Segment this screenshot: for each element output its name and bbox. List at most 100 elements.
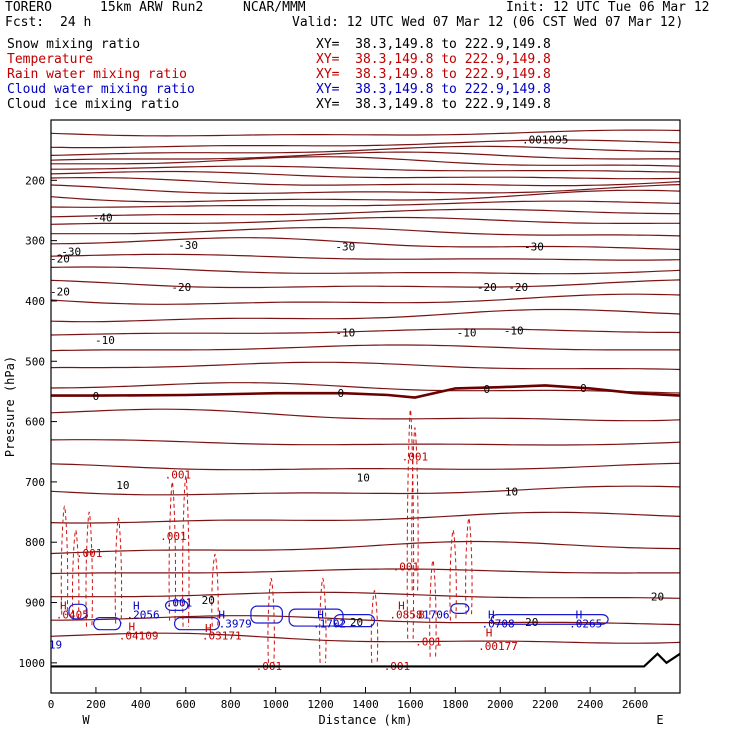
y-tick-label: 700	[25, 476, 45, 489]
isotherm-label: 20	[202, 594, 215, 607]
x-tick-label: 1600	[397, 698, 424, 711]
isotherm-label: -20	[508, 281, 528, 294]
x-tick-label: 1200	[307, 698, 334, 711]
contour-value-label: .0265	[569, 618, 602, 631]
terrain-line	[51, 652, 681, 668]
contour-value-label: H	[205, 622, 212, 635]
contour-value-label: .0858	[389, 609, 422, 622]
contour-value-label: .001095	[522, 133, 568, 146]
isotherm-label: 10	[116, 479, 129, 492]
contour-value-label: .0405	[56, 609, 89, 622]
isotherm-label: 10	[357, 472, 370, 485]
rain-contour	[449, 529, 457, 621]
isotherm-label: 0	[580, 382, 587, 395]
contour-value-label: .04109	[119, 630, 159, 643]
cloud-water-contour	[164, 600, 189, 611]
isotherm-line	[50, 462, 681, 471]
contour-value-label: H	[218, 609, 225, 622]
contour-value-label: .001	[415, 636, 442, 649]
isotherm-line	[50, 266, 681, 275]
x-tick-label: 600	[176, 698, 196, 711]
contour-value-label: H	[60, 600, 67, 613]
isotherm-line	[50, 408, 681, 422]
isotherm-label: -20	[477, 281, 497, 294]
contour-labels: -40-30-30 -30 -30-20-20 -20 -20 -20-10-10 -10-…	[49, 133, 664, 673]
legend-temperature-xy: XY= 38.3,149.8 to 222.9,149.8	[316, 52, 551, 67]
rain-contour	[85, 511, 93, 627]
x-tick-label: 0	[48, 698, 55, 711]
isotherm-line	[50, 361, 681, 371]
x-axis-title: Distance (km)	[319, 713, 413, 727]
isotherm-label: 0	[483, 383, 490, 396]
legend-temperature: Temperature	[7, 52, 94, 67]
isotherm-label: 20	[651, 590, 664, 603]
y-tick-label: 800	[25, 536, 45, 549]
isotherm-line	[50, 177, 681, 187]
contour-value-label: .2056	[127, 609, 160, 622]
isotherm-label: 0	[337, 387, 344, 400]
header-fcst-label: Fcst:	[5, 15, 45, 30]
isotherm-line	[51, 615, 681, 626]
contour-value-label: H	[398, 600, 405, 613]
x-tick-label: 1800	[442, 698, 469, 711]
contour-value-label: 19	[49, 639, 62, 652]
isotherm-line	[50, 382, 681, 394]
isotherm-label: -20	[50, 285, 70, 298]
axes: 0 200 400 600 800 1000 1200 1400 1600 1800 2000 220…	[3, 119, 681, 727]
contour-value-label: H	[317, 609, 324, 622]
cloud-water-contour	[450, 603, 470, 614]
cloud-water-contour	[93, 617, 122, 631]
x-tick-label: 400	[131, 698, 151, 711]
isotherm-label: -10	[504, 325, 524, 338]
isotherm-line	[50, 170, 681, 180]
isotherm-line	[50, 540, 681, 555]
contour-value-label: .3979	[219, 618, 252, 631]
legend-cloud-water: Cloud water mixing ratio	[7, 82, 195, 97]
header-org: NCAR/MMM	[243, 0, 306, 15]
isotherm-label: -20	[50, 253, 70, 266]
isotherm-line	[50, 293, 681, 305]
y-tick-label: 200	[25, 174, 45, 187]
legend-cloud-water-xy: XY= 38.3,149.8 to 222.9,149.8	[316, 82, 551, 97]
isotherm-line	[50, 632, 681, 644]
header-init: Init: 12 UTC Tue 06 Mar 12	[506, 0, 710, 15]
isotherm-line	[50, 568, 680, 575]
contour-value-label: .001	[402, 451, 429, 464]
west-end-label: W	[82, 713, 90, 727]
x-tick-label: 2400	[577, 698, 604, 711]
isotherm-line	[50, 344, 680, 352]
isotherm-label: 20	[525, 616, 538, 629]
isotherm-line	[50, 189, 681, 203]
isotherm-label: -30	[61, 245, 81, 258]
contour-value-label: .00177	[478, 640, 518, 653]
contour-value-label: H	[486, 627, 493, 640]
isotherm-line	[50, 511, 681, 524]
x-tick-label: 1400	[352, 698, 379, 711]
x-tick-label: 800	[221, 698, 241, 711]
contour-value-label: .03171	[202, 630, 242, 643]
legend-cloud-ice-xy: XY= 38.3,149.8 to 222.9,149.8	[316, 97, 551, 112]
isotherm-line	[50, 328, 681, 336]
isotherm-line	[50, 237, 681, 251]
header-fcst-value: 24 h	[60, 15, 92, 30]
isotherm-line	[50, 279, 681, 289]
contour-value-label: .001	[165, 469, 192, 482]
legend-snow: Snow mixing ratio	[7, 37, 141, 52]
contour-value-label: H	[488, 609, 495, 622]
header-model: TORERO	[5, 0, 52, 15]
legend-rain: Rain water mixing ratio	[7, 67, 188, 82]
cloud-water-contours	[68, 600, 609, 631]
x-tick-label: 2200	[532, 698, 559, 711]
header-resolution: 15km ARW	[100, 0, 163, 15]
cloud-water-contour	[288, 608, 344, 627]
isotherm-line	[51, 165, 681, 173]
isotherm-lines	[50, 129, 681, 644]
rain-contour	[370, 589, 379, 663]
isotherm-line	[51, 156, 681, 167]
isotherm-label: 10	[505, 486, 518, 499]
x-tick-label: 2600	[622, 698, 649, 711]
legend-cloud-ice: Cloud ice mixing ratio	[7, 97, 180, 112]
rain-contour	[267, 577, 275, 663]
rain-contour	[71, 529, 80, 621]
